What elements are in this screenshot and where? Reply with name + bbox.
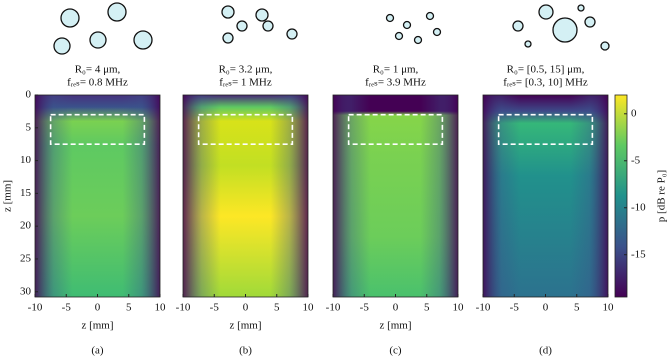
x-tick-label: 10 <box>303 302 315 314</box>
x-axis-label: z [mm] <box>229 320 261 332</box>
panel-title: R₀= [0.5, 15] μm, <box>507 64 585 76</box>
panel-caption: (c) <box>389 345 402 357</box>
panel-title: R₀= 3.2 μm, <box>219 64 273 76</box>
panel-title: R₀= 4 μm, <box>75 64 121 76</box>
heatmap-edge <box>333 95 458 297</box>
heatmap-edge <box>35 95 160 297</box>
y-axis-label: z [mm] <box>2 180 14 212</box>
roi-box <box>497 113 594 145</box>
x-tick-label: 0 <box>95 302 101 314</box>
colorbar-tick-label: 0 <box>631 107 637 119</box>
y-tick-label: 10 <box>20 154 32 166</box>
bubbles-b <box>221 5 298 44</box>
x-tick-label: 0 <box>393 302 399 314</box>
x-axis-label: z [mm] <box>81 320 113 332</box>
colorbar-tick-label: -15 <box>631 248 646 260</box>
panel-caption: (d) <box>539 345 552 357</box>
y-tick-label: 30 <box>20 285 32 297</box>
y-tick-label: 20 <box>20 220 32 232</box>
x-tick-label: -5 <box>360 302 370 314</box>
bubbles-d <box>512 4 610 51</box>
colorbar-tick-label: -5 <box>631 154 641 166</box>
y-tick-label: 25 <box>20 252 32 264</box>
panel-title: fᵣₑₛ= 3.9 MHz <box>365 77 426 89</box>
panel-title: fᵣₑₛ= 0.8 MHz <box>67 77 128 89</box>
y-tick-label: 5 <box>26 121 32 133</box>
x-tick-label: 5 <box>274 302 280 314</box>
panel-title: fᵣₑₛ= [0.3, 10] MHz <box>503 77 588 89</box>
x-tick-label: 10 <box>603 302 615 314</box>
heatmap-edge <box>183 95 308 297</box>
panel-caption: (b) <box>239 345 252 357</box>
x-tick-label: 0 <box>543 302 549 314</box>
x-tick-label: 5 <box>424 302 430 314</box>
x-tick-label: -10 <box>476 302 491 314</box>
x-tick-label: 5 <box>126 302 132 314</box>
panel-title: R₀= 1 μm, <box>373 64 419 76</box>
bubbles-a <box>53 2 153 55</box>
roi-box <box>347 113 444 145</box>
x-tick-label: -10 <box>28 302 43 314</box>
colorbar-label: p [dB re P₀] <box>656 170 668 222</box>
panel-title: fᵣₑₛ= 1 MHz <box>219 77 272 89</box>
y-tick-label: 15 <box>20 187 32 199</box>
x-tick-label: 10 <box>155 302 167 314</box>
x-tick-label: -10 <box>176 302 191 314</box>
x-tick-label: -5 <box>210 302 220 314</box>
panel-caption: (a) <box>91 345 104 357</box>
colorbar-tick-label: -10 <box>631 201 646 213</box>
x-tick-label: 5 <box>574 302 580 314</box>
x-tick-label: -10 <box>326 302 341 314</box>
y-tick-label: 0 <box>26 89 32 101</box>
bubbles-c <box>385 11 442 45</box>
x-axis-label: z [mm] <box>379 320 411 332</box>
heatmap-edge <box>483 95 608 297</box>
x-tick-label: 0 <box>243 302 249 314</box>
roi-box <box>197 113 294 145</box>
roi-box <box>49 113 146 145</box>
x-tick-label: -5 <box>510 302 520 314</box>
x-tick-label: 10 <box>453 302 465 314</box>
colorbar <box>614 94 628 298</box>
x-tick-label: -5 <box>62 302 72 314</box>
